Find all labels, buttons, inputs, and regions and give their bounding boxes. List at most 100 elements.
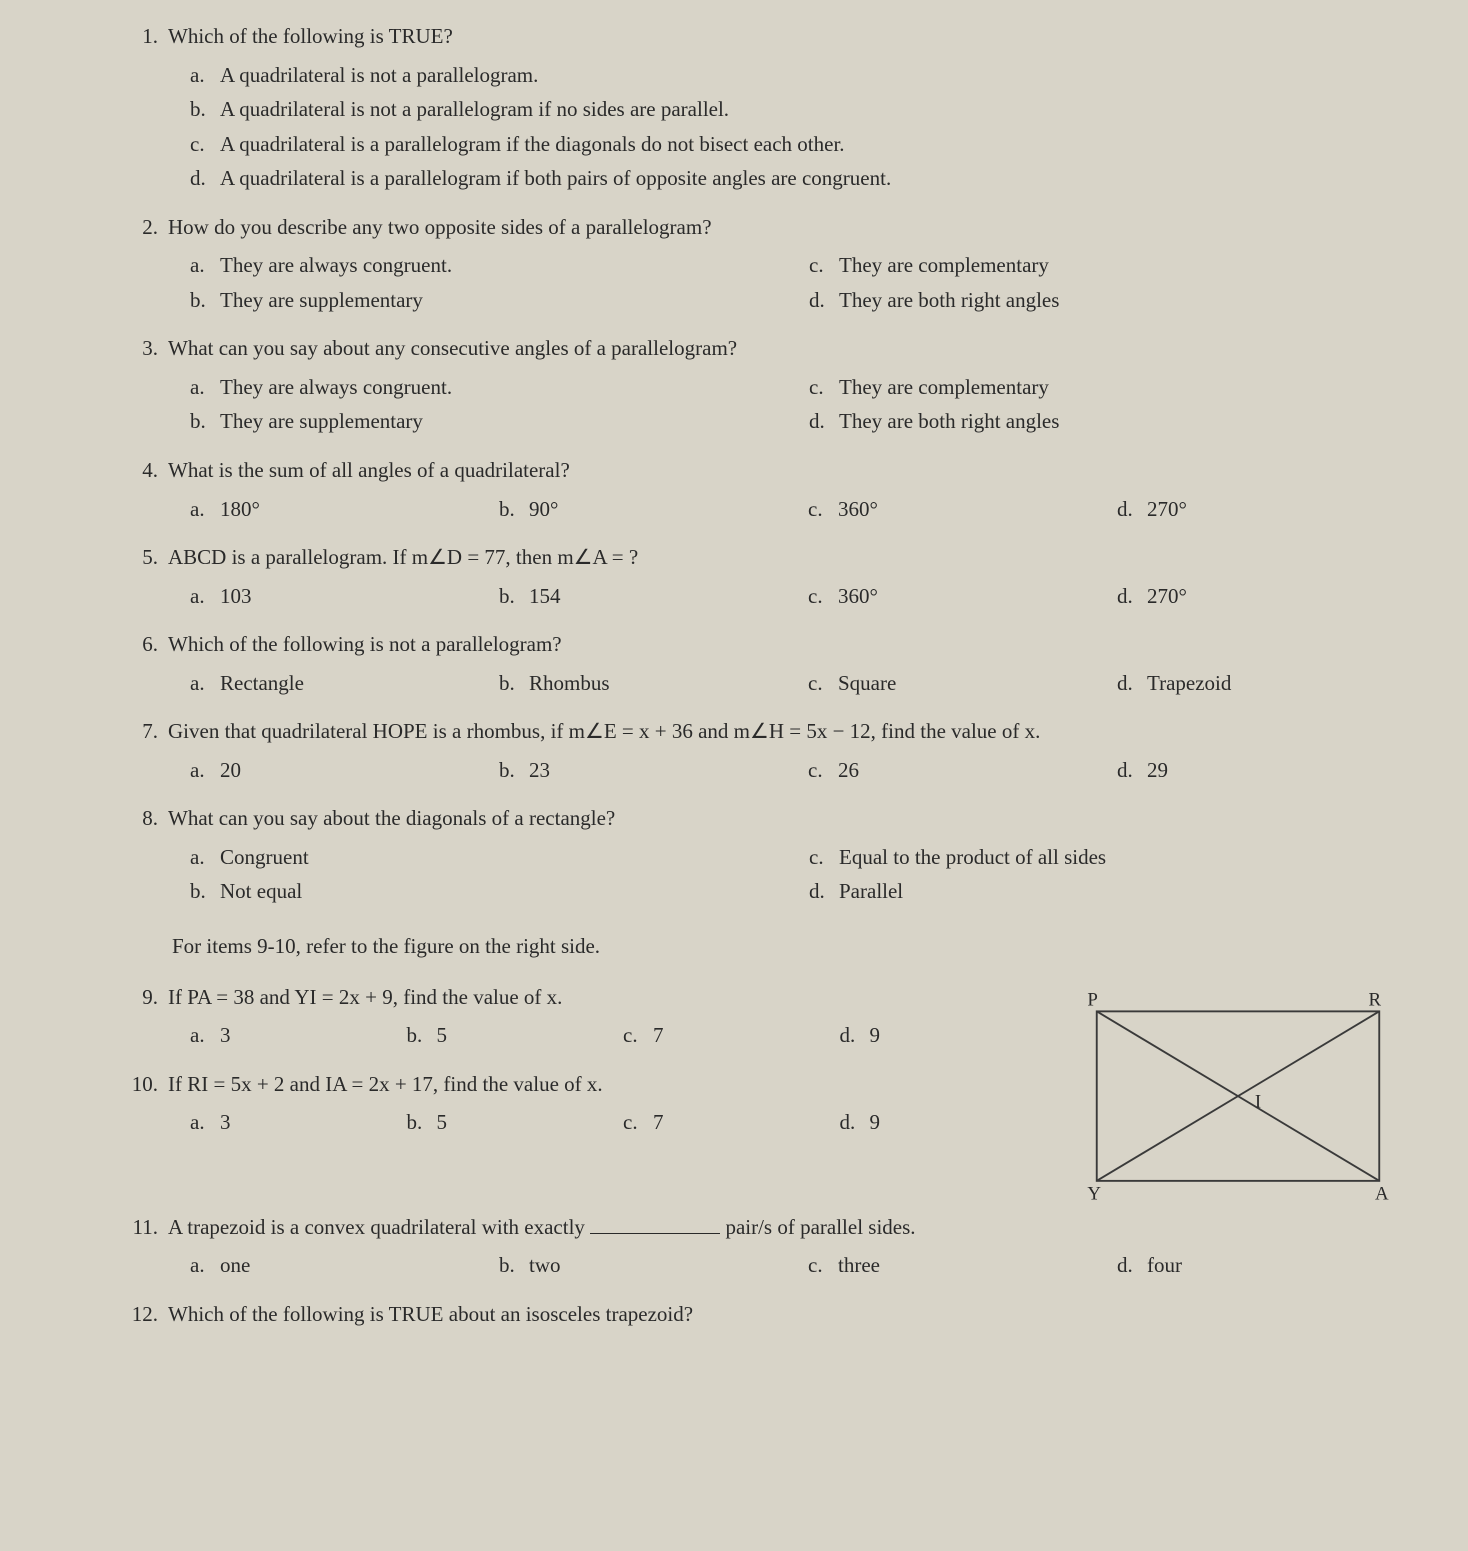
question: 6.Which of the following is not a parall… [130, 628, 1408, 699]
question-text: Given that quadrilateral HOPE is a rhomb… [168, 715, 1408, 748]
option: b.23 [499, 754, 790, 787]
option-text: Equal to the product of all sides [839, 841, 1106, 874]
option-text: Not equal [220, 875, 302, 908]
option-group: a.3b.5c.7d.9 [190, 1106, 1038, 1139]
option-text: 29 [1147, 754, 1168, 787]
option-letter: d. [1117, 667, 1139, 700]
question-stem: 4. What is the sum of all angles of a qua… [130, 454, 1408, 487]
option: d.Trapezoid [1117, 667, 1408, 700]
option: b.Not equal [190, 875, 789, 908]
option: b.Rhombus [499, 667, 790, 700]
question-stem: 5.ABCD is a parallelogram. If m∠D = 77, … [130, 541, 1408, 574]
option-letter: d. [809, 875, 831, 908]
option-letter: d. [1117, 754, 1139, 787]
fill-blank [590, 1212, 720, 1234]
option-text: A quadrilateral is not a parallelogram. [220, 59, 538, 92]
question-stem: 3.What can you say about any consecutive… [130, 332, 1408, 365]
option-text: They are always congruent. [220, 249, 452, 282]
option-letter: b. [499, 493, 521, 526]
option-text: They are always congruent. [220, 371, 452, 404]
option-text: Trapezoid [1147, 667, 1231, 700]
question-stem: 2.How do you describe any two opposite s… [130, 211, 1408, 244]
question-stem: 12.Which of the following is TRUE about … [130, 1298, 1408, 1331]
option-letter: a. [190, 1106, 212, 1139]
question-stem: 11.A trapezoid is a convex quadrilateral… [130, 1211, 1408, 1244]
question: 11.A trapezoid is a convex quadrilateral… [130, 1211, 1408, 1282]
option: a.They are always congruent. [190, 249, 789, 282]
option-text: Parallel [839, 875, 903, 908]
question: 7. Given that quadrilateral HOPE is a rho… [130, 715, 1408, 786]
option-text: 360° [838, 493, 878, 526]
option-text: 5 [437, 1019, 448, 1052]
option-letter: a. [190, 493, 212, 526]
question-text: What can you say about any consecutive a… [168, 332, 1408, 365]
option: a.They are always congruent. [190, 371, 789, 404]
option-letter: d. [1117, 580, 1139, 613]
option-text: 270° [1147, 493, 1187, 526]
question-number: 2. [130, 211, 158, 244]
option-group: a.3b.5c.7d.9 [190, 1019, 1038, 1052]
option-letter: d. [809, 405, 831, 438]
option-text: Congruent [220, 841, 309, 874]
option-text: Rectangle [220, 667, 304, 700]
option-group: a.180°b.90°c.360°d.270° [190, 493, 1408, 526]
option-letter: b. [499, 1249, 521, 1282]
question: 12.Which of the following is TRUE about … [130, 1298, 1408, 1331]
option-group: a.A quadrilateral is not a parallelogram… [190, 59, 1408, 195]
option: d.9 [840, 1019, 1039, 1052]
option-text: 3 [220, 1019, 231, 1052]
question-text: What is the sum of all angles of a quadr… [168, 454, 1408, 487]
option: b.154 [499, 580, 790, 613]
option: c.7 [623, 1106, 822, 1139]
option: b.5 [407, 1106, 606, 1139]
option: c.They are complementary [809, 371, 1408, 404]
stem-pre: A trapezoid is a convex quadrilateral wi… [168, 1215, 590, 1239]
option-letter: b. [407, 1106, 429, 1139]
option-text: 7 [653, 1019, 664, 1052]
option: d.four [1117, 1249, 1408, 1282]
option-text: A quadrilateral is a parallelogram if bo… [220, 162, 891, 195]
question-number: 1. [130, 20, 158, 53]
option-text: 154 [529, 580, 561, 613]
option-letter: c. [809, 841, 831, 874]
option-letter: d. [840, 1106, 862, 1139]
option-letter: b. [499, 580, 521, 613]
question-stem: 7. Given that quadrilateral HOPE is a rho… [130, 715, 1408, 748]
option: c.Equal to the product of all sides [809, 841, 1408, 874]
option-letter: b. [499, 754, 521, 787]
option-text: They are both right angles [839, 284, 1059, 317]
option-text: 7 [653, 1106, 664, 1139]
option-letter: d. [1117, 493, 1139, 526]
option-letter: b. [190, 875, 212, 908]
option-letter: c. [623, 1019, 645, 1052]
figure-row: 9.If PA = 38 and YI = 2x + 9, find the v… [130, 981, 1408, 1211]
option-group: a.103b.154c.360°d.270° [190, 580, 1408, 613]
option-letter: c. [190, 128, 212, 161]
tail-question-list: 11.A trapezoid is a convex quadrilateral… [130, 1211, 1408, 1331]
question-number: 5. [130, 541, 158, 574]
question-number: 4. [130, 454, 158, 487]
option: b.A quadrilateral is not a parallelogram… [190, 93, 1408, 126]
option-text: 9 [870, 1106, 881, 1139]
option-text: A quadrilateral is not a parallelogram i… [220, 93, 729, 126]
question-stem: 1. Which of the following is TRUE? [130, 20, 1408, 53]
option: c.360° [808, 493, 1099, 526]
option-text: 90° [529, 493, 558, 526]
question-text: If PA = 38 and YI = 2x + 9, find the val… [168, 981, 1038, 1014]
question: 1. Which of the following is TRUE? a.A qua… [130, 20, 1408, 195]
question-text: Which of the following is TRUE? [168, 20, 1408, 53]
question-number: 7. [130, 715, 158, 748]
option-letter: c. [809, 249, 831, 282]
option: d.They are both right angles [809, 405, 1408, 438]
option: a.20 [190, 754, 481, 787]
option-letter: a. [190, 1019, 212, 1052]
option: d.270° [1117, 493, 1408, 526]
option-letter: d. [190, 162, 212, 195]
option-group: a.Rectangleb.Rhombusc.Squared.Trapezoid [190, 667, 1408, 700]
option-letter: a. [190, 249, 212, 282]
option: d.29 [1117, 754, 1408, 787]
question: 10.If RI = 5x + 2 and IA = 2x + 17, find… [130, 1068, 1038, 1139]
question: 3.What can you say about any consecutive… [130, 332, 1408, 438]
figure-label-r: R [1369, 989, 1382, 1010]
figure-label-y: Y [1087, 1183, 1101, 1204]
